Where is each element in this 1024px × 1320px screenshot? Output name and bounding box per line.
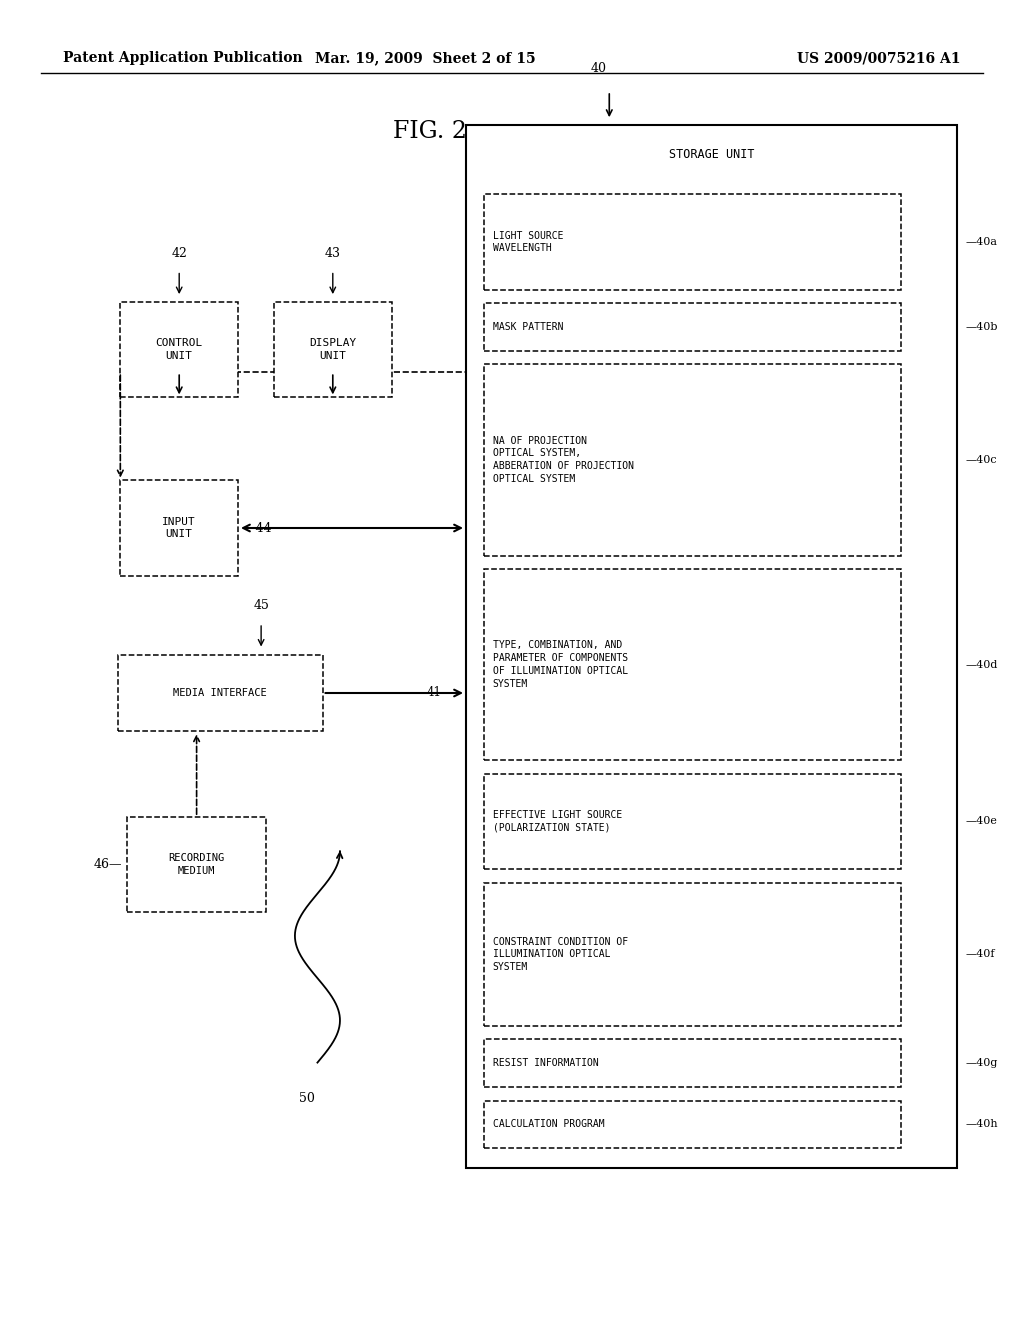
Text: TYPE, COMBINATION, AND
PARAMETER OF COMPONENTS
OF ILLUMINATION OPTICAL
SYSTEM: TYPE, COMBINATION, AND PARAMETER OF COMP… bbox=[493, 640, 628, 689]
Bar bbox=[466, 125, 957, 1168]
Text: MEDIA INTERFACE: MEDIA INTERFACE bbox=[173, 688, 267, 698]
Text: EFFECTIVE LIGHT SOURCE
(POLARIZATION STATE): EFFECTIVE LIGHT SOURCE (POLARIZATION STA… bbox=[493, 810, 622, 833]
Text: —40d: —40d bbox=[966, 660, 998, 669]
Text: CONTROL
UNIT: CONTROL UNIT bbox=[156, 338, 203, 362]
Bar bbox=[484, 194, 901, 290]
Text: Mar. 19, 2009  Sheet 2 of 15: Mar. 19, 2009 Sheet 2 of 15 bbox=[314, 51, 536, 65]
Text: US 2009/0075216 A1: US 2009/0075216 A1 bbox=[797, 51, 961, 65]
Text: 40: 40 bbox=[591, 62, 607, 75]
Bar bbox=[484, 569, 901, 760]
Bar bbox=[484, 1101, 901, 1148]
Text: STORAGE UNIT: STORAGE UNIT bbox=[669, 148, 755, 161]
Bar bbox=[121, 480, 238, 576]
Text: 45: 45 bbox=[253, 599, 269, 612]
Bar bbox=[274, 302, 391, 397]
Text: INPUT
UNIT: INPUT UNIT bbox=[163, 516, 196, 540]
Text: —40c: —40c bbox=[966, 455, 997, 465]
Bar bbox=[484, 883, 901, 1026]
Text: —40b: —40b bbox=[966, 322, 998, 331]
Text: DISPLAY
UNIT: DISPLAY UNIT bbox=[309, 338, 356, 362]
Text: MASK PATTERN: MASK PATTERN bbox=[493, 322, 563, 331]
Text: —40g: —40g bbox=[966, 1059, 998, 1068]
Bar bbox=[127, 817, 266, 912]
Text: Patent Application Publication: Patent Application Publication bbox=[63, 51, 303, 65]
Text: —40e: —40e bbox=[966, 817, 997, 826]
Bar bbox=[484, 364, 901, 556]
Bar bbox=[484, 774, 901, 870]
Bar bbox=[118, 655, 323, 731]
Text: 46—: 46— bbox=[94, 858, 123, 871]
Text: LIGHT SOURCE
WAVELENGTH: LIGHT SOURCE WAVELENGTH bbox=[493, 231, 563, 253]
Text: —44: —44 bbox=[244, 521, 271, 535]
Text: —40a: —40a bbox=[966, 236, 997, 247]
Text: RESIST INFORMATION: RESIST INFORMATION bbox=[493, 1059, 598, 1068]
Text: CALCULATION PROGRAM: CALCULATION PROGRAM bbox=[493, 1119, 604, 1130]
Text: 41—: 41— bbox=[427, 686, 454, 700]
Text: CONSTRAINT CONDITION OF
ILLUMINATION OPTICAL
SYSTEM: CONSTRAINT CONDITION OF ILLUMINATION OPT… bbox=[493, 937, 628, 973]
Text: —40f: —40f bbox=[966, 949, 995, 960]
Bar bbox=[484, 1039, 901, 1088]
Text: FIG. 2: FIG. 2 bbox=[393, 120, 467, 144]
Text: 42: 42 bbox=[171, 247, 187, 260]
Text: —40h: —40h bbox=[966, 1119, 998, 1130]
Text: 43: 43 bbox=[325, 247, 341, 260]
Bar bbox=[121, 302, 238, 397]
Text: 50: 50 bbox=[299, 1092, 315, 1105]
Text: RECORDING
MEDIUM: RECORDING MEDIUM bbox=[169, 853, 224, 876]
Text: NA OF PROJECTION
OPTICAL SYSTEM,
ABBERATION OF PROJECTION
OPTICAL SYSTEM: NA OF PROJECTION OPTICAL SYSTEM, ABBERAT… bbox=[493, 436, 634, 484]
Bar bbox=[484, 304, 901, 351]
